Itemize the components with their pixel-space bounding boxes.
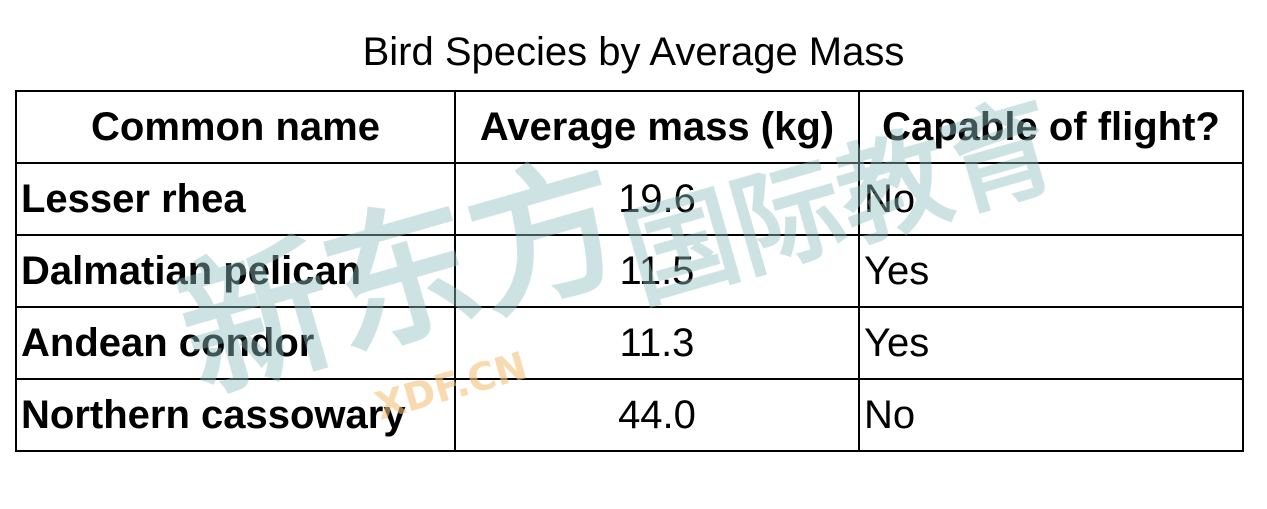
table-header-row: Common name Average mass (kg) Capable of… <box>15 90 1244 164</box>
table-caption: Bird Species by Average Mass <box>362 30 905 74</box>
column-header-capable-of-flight: Capable of flight? <box>858 90 1244 164</box>
average-mass-cell: 19.6 <box>454 162 860 236</box>
capable-of-flight-cell: No <box>858 162 1244 236</box>
average-mass-cell: 44.0 <box>454 378 860 452</box>
average-mass-cell: 11.3 <box>454 306 860 380</box>
capable-of-flight-cell: Yes <box>858 234 1244 308</box>
capable-of-flight-cell: Yes <box>858 306 1244 380</box>
table-row: Dalmatian pelican 11.5 Yes <box>15 234 1244 308</box>
table-row: Northern cassowary 44.0 No <box>15 378 1244 452</box>
common-name-cell: Lesser rhea <box>15 162 456 236</box>
table-row: Lesser rhea 19.6 No <box>15 162 1244 236</box>
common-name-cell: Dalmatian pelican <box>15 234 456 308</box>
table-row: Andean condor 11.3 Yes <box>15 306 1244 380</box>
average-mass-cell: 11.5 <box>454 234 860 308</box>
common-name-cell: Northern cassowary <box>15 378 456 452</box>
column-header-common-name: Common name <box>15 90 456 164</box>
capable-of-flight-cell: No <box>858 378 1244 452</box>
column-header-average-mass: Average mass (kg) <box>454 90 860 164</box>
bird-species-table: Common name Average mass (kg) Capable of… <box>15 90 1244 452</box>
common-name-cell: Andean condor <box>15 306 456 380</box>
